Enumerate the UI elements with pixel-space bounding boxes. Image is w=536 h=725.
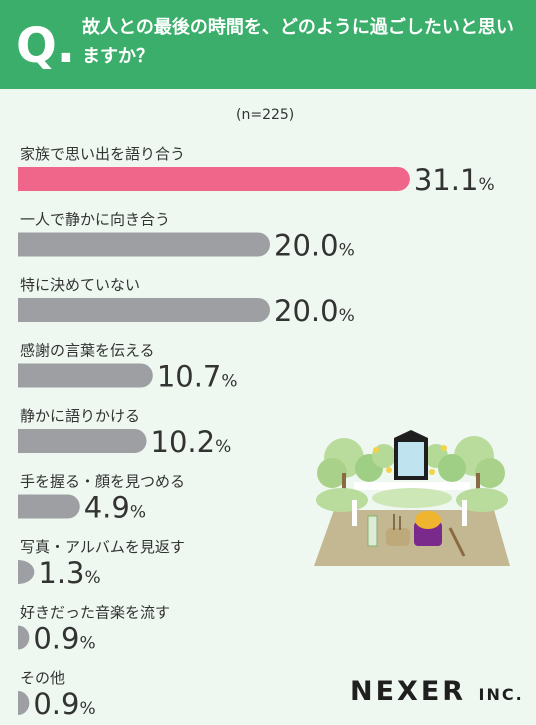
bar	[18, 363, 153, 388]
data-label: 1.3%	[38, 556, 100, 590]
brand-suffix: INC.	[478, 685, 524, 704]
bar	[18, 494, 80, 519]
data-label-value: 1.3	[38, 556, 84, 590]
category-label: 写真・アルバムを見返す	[20, 538, 185, 556]
bar	[18, 232, 270, 257]
data-label-value: 20.0	[274, 229, 339, 263]
data-label: 10.7%	[157, 360, 238, 394]
bar	[18, 625, 30, 650]
sample-size: (n=225)	[236, 107, 295, 123]
category-label: 家族で思い出を語り合う	[20, 145, 185, 163]
data-label: 10.2%	[151, 425, 232, 459]
data-label: 4.9%	[84, 491, 146, 525]
data-label-value: 0.9	[33, 622, 79, 656]
category-label: その他	[20, 669, 65, 687]
bar	[18, 691, 30, 715]
data-label-unit: %	[79, 634, 95, 654]
category-label: 手を握る・顔を見つめる	[20, 473, 185, 491]
data-label: 0.9%	[33, 622, 95, 656]
funeral-altar-illustration	[314, 430, 510, 566]
bar	[18, 429, 147, 453]
data-label-unit: %	[215, 437, 231, 457]
data-label-unit: %	[130, 503, 146, 523]
question-text: 故人との最後の時間を、どのように過ごしたいと思いますか？	[82, 17, 514, 67]
data-label: 20.0%	[274, 229, 355, 263]
data-label-value: 10.7	[157, 360, 222, 394]
q-mark: Q.	[16, 18, 76, 74]
data-label-value: 20.0	[274, 294, 339, 328]
data-label: 0.9%	[33, 687, 95, 721]
category-label: 感謝の言葉を伝える	[20, 342, 155, 360]
data-label-unit: %	[478, 175, 494, 195]
bar	[18, 167, 410, 191]
question-header: Q. 故人との最後の時間を、どのように過ごしたいと思いますか？	[0, 0, 536, 89]
category-label: 静かに語りかける	[20, 407, 140, 425]
data-label-value: 4.9	[84, 491, 130, 525]
data-label-value: 10.2	[151, 425, 216, 459]
data-label-unit: %	[79, 699, 95, 719]
data-label-unit: %	[85, 568, 101, 588]
data-label-value: 0.9	[33, 687, 79, 721]
bar	[18, 560, 35, 584]
category-label: 特に決めていない	[20, 276, 140, 294]
brand-name: NEXER	[350, 676, 467, 707]
category-label: 好きだった音楽を流す	[20, 604, 170, 622]
category-label: 一人で静かに向き合う	[20, 211, 170, 229]
data-label-unit: %	[221, 372, 237, 392]
data-label-unit: %	[339, 306, 355, 326]
data-label: 31.1%	[414, 163, 495, 197]
data-label-unit: %	[339, 241, 355, 261]
data-label-value: 31.1	[414, 163, 479, 197]
brand-logo: NEXER INC.	[350, 676, 524, 707]
data-label: 20.0%	[274, 294, 355, 328]
bar	[18, 298, 270, 322]
